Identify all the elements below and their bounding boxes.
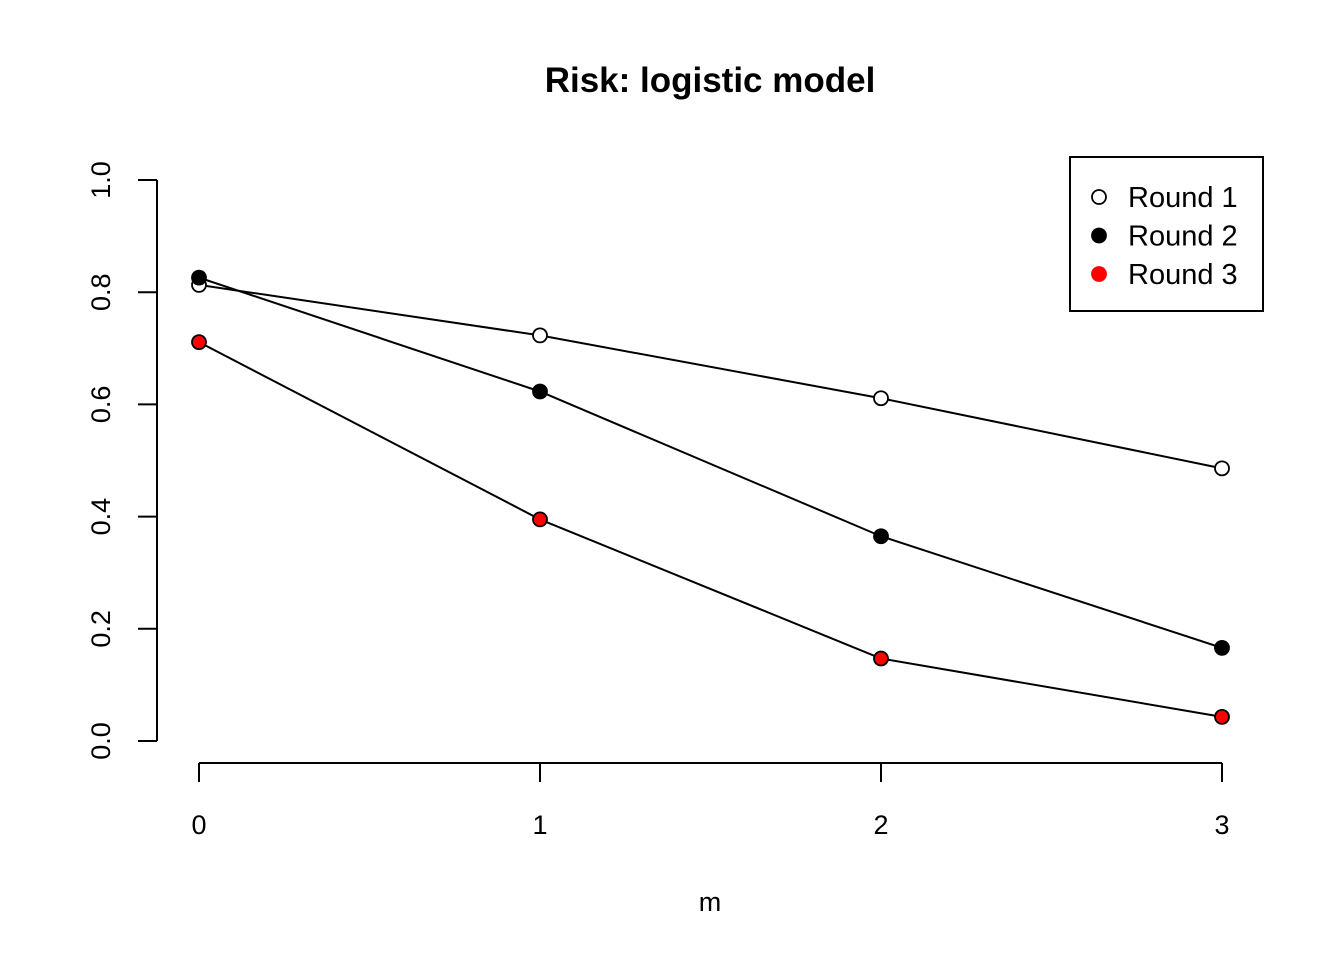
y-tick-label: 0.8 [86,273,116,311]
data-point [1214,460,1230,477]
x-tick-label: 0 [191,810,206,840]
series-3 [191,334,1230,725]
legend-label: Round 1 [1128,182,1238,214]
x-tick-label: 1 [532,810,547,840]
x-tick-label: 3 [1214,810,1229,840]
data-point [191,334,207,351]
legend-marker [1091,189,1107,205]
data-point [532,383,548,400]
legend: Round 1 Round 2 Round 3 [1069,156,1264,312]
y-tick-label: 0.2 [86,610,116,648]
y-tick-label: 0.6 [86,386,116,424]
chart-title: Risk: logistic model [545,61,876,100]
x-tick-label: 2 [873,810,888,840]
legend-marker [1091,266,1107,282]
legend-label: Round 3 [1128,259,1238,291]
y-axis: 0.0 0.2 0.4 0.6 0.8 1.0 [86,161,158,760]
data-point [1214,708,1230,725]
data-point [873,528,889,545]
legend-label: Round 2 [1128,221,1238,253]
y-tick-label: 0.4 [86,498,116,536]
series-line [198,341,1223,718]
series-2 [191,269,1230,656]
legend-marker [1091,227,1107,244]
data-point [1214,639,1230,656]
data-point [532,511,548,528]
x-axis: 0 1 2 3 [191,762,1230,840]
series-line [198,276,1223,649]
series-line [198,283,1223,470]
x-axis-label: m [699,887,722,917]
series-layer [191,269,1230,725]
data-point [191,269,207,286]
data-point [873,390,889,407]
data-point [873,650,889,667]
y-tick-label: 1.0 [86,161,116,199]
y-tick-label: 0.0 [86,722,116,760]
data-point [532,327,548,344]
